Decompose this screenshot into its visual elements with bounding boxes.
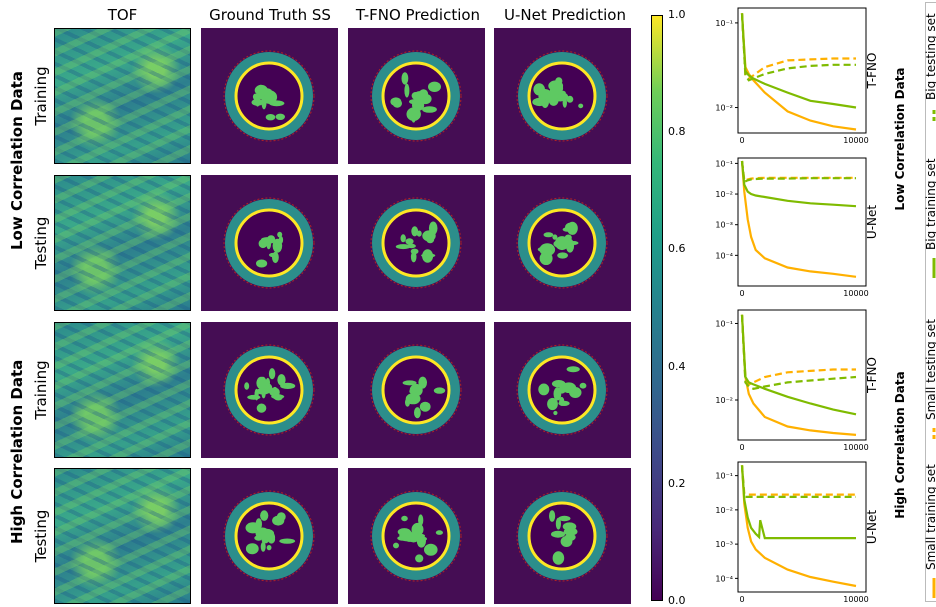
series-line (740, 160, 857, 278)
tof-image (54, 322, 191, 458)
y-tick-label: 10⁻² (715, 506, 733, 515)
column-header-tof: TOF (107, 6, 138, 24)
unet-prediction-image (494, 28, 631, 164)
model-label: U-Net (865, 510, 879, 544)
x-tick-label: 0 (739, 289, 744, 298)
series-line (740, 314, 857, 416)
plot-frame (737, 157, 867, 287)
x-tick-label: 10000 (843, 595, 868, 604)
colorbar-tick: 0.8 (668, 125, 686, 138)
legend-label: Big testing set (925, 13, 936, 100)
x-tick-label: 10000 (843, 289, 868, 298)
group-label-high: High Correlation Data (8, 359, 26, 544)
plot-frame (737, 7, 867, 134)
column-header-ground-truth: Ground Truth SS (209, 6, 331, 24)
y-tick-label: 10⁻² (715, 104, 733, 113)
tof-image (54, 28, 191, 164)
x-tick-label: 0 (739, 443, 744, 452)
series-line (740, 13, 857, 109)
series-line (740, 314, 856, 386)
model-label: T-FNO (865, 53, 879, 90)
y-tick-label: 10⁻² (715, 190, 733, 199)
legend-entries: Small training set Small testing set Big t… (925, 13, 936, 598)
tfno-prediction-image (348, 28, 485, 164)
row-label-training: Training (32, 66, 50, 126)
ground-truth-image (201, 175, 338, 311)
unet-prediction-image (494, 322, 631, 458)
colorbar (651, 15, 663, 601)
series-line (740, 465, 856, 496)
model-label: U-Net (865, 205, 879, 239)
series-line (740, 13, 856, 80)
legend-label: Big training set (925, 158, 936, 250)
y-tick-label: 10⁻¹ (715, 159, 733, 168)
plot-frame (737, 461, 867, 593)
series-line (740, 314, 857, 436)
series-line (740, 465, 856, 498)
column-header-tfno: T-FNO Prediction (355, 6, 481, 24)
tfno-prediction-image (348, 468, 485, 604)
group-label-low: Low Correlation Data (8, 71, 26, 250)
legend-label: Small training set (925, 464, 936, 570)
y-tick-label: 10⁻¹ (715, 319, 733, 328)
loss-plots: 0 10000 10⁻¹ 10⁻² T-FNO 0 10000 10⁻¹ 10⁻² 10⁻³ 10⁻… (715, 7, 879, 604)
colorbar-tick: 0.6 (668, 242, 686, 255)
y-tick-label: 10⁻² (715, 396, 733, 405)
series-line (740, 160, 856, 184)
series-line (740, 465, 856, 540)
colorbar-tick: 0.4 (668, 360, 686, 373)
ground-truth-image (201, 322, 338, 458)
x-tick-label: 0 (739, 136, 744, 145)
tfno-prediction-image (348, 322, 485, 458)
y-tick-label: 10⁻⁴ (715, 574, 733, 583)
tfno-prediction-image (348, 175, 485, 311)
x-tick-label: 10000 (843, 443, 868, 452)
y-tick-label: 10⁻³ (715, 221, 733, 230)
x-tick-label: 0 (739, 595, 744, 604)
y-tick-label: 10⁻¹ (715, 19, 733, 28)
series-line (740, 13, 856, 82)
right-group-label-low: Low Correlation Data (893, 67, 907, 211)
series-line (740, 314, 857, 390)
series-line (740, 13, 857, 131)
right-group-label-high: High Correlation Data (893, 371, 907, 519)
row-label-training: Training (32, 360, 50, 420)
colorbar-tick: 0.2 (668, 477, 686, 490)
y-tick-label: 10⁻⁴ (715, 251, 733, 260)
model-label: T-FNO (865, 357, 879, 394)
ground-truth-image (201, 28, 338, 164)
row-label-testing: Testing (32, 509, 50, 563)
x-tick-label: 10000 (843, 136, 868, 145)
tof-image (54, 468, 191, 604)
plot-frame (737, 309, 867, 441)
unet-prediction-image (494, 175, 631, 311)
colorbar-tick: 0.0 (668, 594, 686, 607)
ground-truth-image (201, 468, 338, 604)
unet-prediction-image (494, 468, 631, 604)
colorbar-tick: 1.0 (668, 8, 686, 21)
row-label-testing: Testing (32, 216, 50, 270)
series-line (740, 160, 857, 208)
series-line (740, 465, 857, 588)
column-header-unet: U-Net Prediction (503, 6, 626, 24)
legend-label: Small testing set (925, 319, 936, 420)
legend (925, 2, 936, 602)
y-tick-label: 10⁻³ (715, 540, 733, 549)
tof-image (54, 175, 191, 311)
y-tick-label: 10⁻¹ (715, 472, 733, 481)
